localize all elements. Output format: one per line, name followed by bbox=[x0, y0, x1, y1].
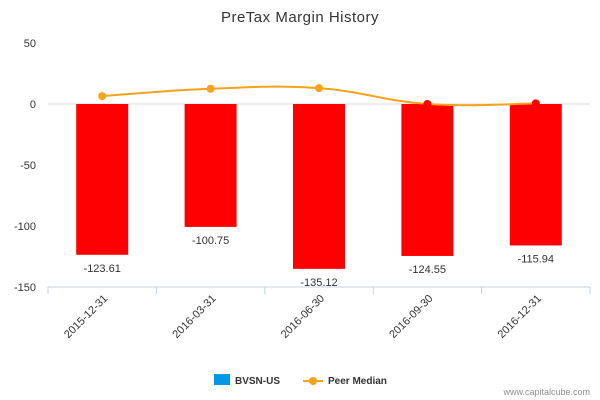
y-tick-label-4: -150 bbox=[14, 282, 36, 294]
legend-item-bvsn[interactable]: BVSN-US bbox=[214, 374, 280, 387]
chart-title: PreTax Margin History bbox=[221, 9, 379, 26]
data-label-0: -123.61 bbox=[84, 263, 121, 275]
bar-2[interactable] bbox=[293, 104, 345, 269]
bar-4[interactable] bbox=[509, 104, 562, 246]
data-label-4: -115.94 bbox=[518, 253, 555, 265]
legend-item-peer-median[interactable]: Peer Median bbox=[303, 376, 387, 387]
data-label-2: -135.12 bbox=[300, 277, 337, 289]
x-tick-label-2: 2016-06-30 bbox=[279, 293, 327, 341]
x-tick-label-1: 2016-03-31 bbox=[170, 293, 218, 341]
x-tick-label-3: 2016-09-30 bbox=[387, 293, 435, 341]
peer-median-point-0[interactable] bbox=[98, 92, 107, 101]
credit-text: www.capitalcube.com bbox=[502, 387, 590, 397]
legend-label-bvsn: BVSN-US bbox=[235, 376, 280, 387]
peer-median-point-3[interactable] bbox=[423, 100, 432, 108]
x-axis: 2015-12-31 2016-03-31 2016-06-30 2016-09-30… bbox=[47, 286, 591, 341]
legend[interactable]: BVSN-US Peer Median bbox=[214, 374, 387, 387]
legend-swatch-peer-marker bbox=[309, 377, 317, 385]
y-axis: 50 0 -50 -100 -150 bbox=[14, 38, 36, 294]
y-tick-label-1: 0 bbox=[30, 99, 36, 111]
peer-median-point-4[interactable] bbox=[531, 99, 540, 108]
data-labels: -123.61 -100.75 -135.12 -124.55 -115.94 bbox=[84, 235, 555, 289]
bar-3[interactable] bbox=[401, 104, 454, 256]
peer-median-series bbox=[98, 84, 540, 108]
y-tick-label-3: -100 bbox=[14, 221, 36, 233]
bar-1[interactable] bbox=[184, 104, 237, 227]
legend-label-peer-median: Peer Median bbox=[328, 376, 387, 387]
x-tick-label-0: 2015-12-31 bbox=[62, 293, 110, 341]
data-label-1: -100.75 bbox=[192, 235, 229, 247]
bar-series bbox=[76, 104, 562, 269]
data-label-3: -124.55 bbox=[409, 264, 446, 276]
peer-median-point-2[interactable] bbox=[315, 84, 323, 93]
legend-swatch-bvsn bbox=[214, 374, 230, 385]
bar-0[interactable] bbox=[76, 104, 129, 255]
y-tick-label-0: 50 bbox=[24, 38, 36, 50]
peer-median-point-1[interactable] bbox=[206, 84, 215, 93]
x-tick-label-4: 2016-12-31 bbox=[496, 293, 544, 341]
y-tick-label-2: -50 bbox=[20, 160, 36, 172]
